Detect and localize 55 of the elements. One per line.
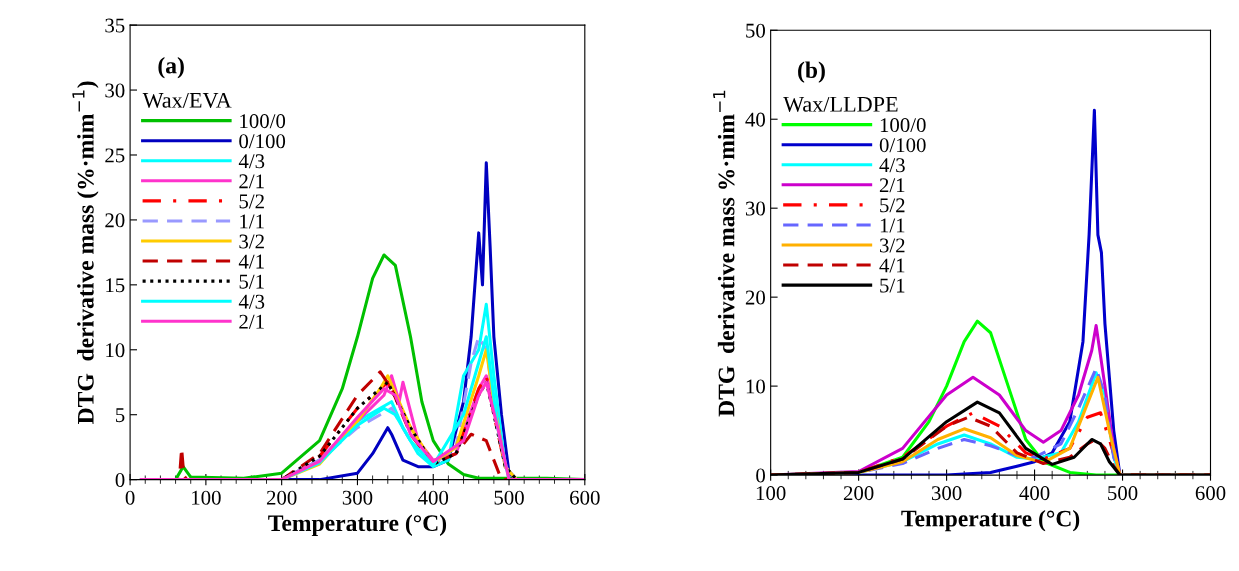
legend-title: Wax/EVA [142, 92, 232, 108]
legend-label: 4/3 [879, 158, 905, 173]
y-tick-label: 15 [106, 278, 125, 293]
x-tick-label: 200 [266, 490, 297, 505]
y-tick-label: 35 [105, 18, 125, 33]
legend-label: 1/1 [880, 218, 905, 233]
y-tick-label: 20 [105, 213, 125, 228]
x-axis-title: Temperature (°C) [268, 514, 447, 536]
legend-label: 3/2 [239, 234, 264, 249]
y-tick-label: 30 [105, 83, 125, 98]
legend-label: 0/100 [879, 138, 926, 153]
x-tick-label: 500 [1108, 486, 1138, 501]
y-tick-label: 40 [745, 112, 765, 127]
y-tick-label: 10 [106, 343, 125, 358]
legend-label: 4/1 [238, 254, 264, 269]
x-tick-label: 0 [125, 490, 135, 505]
legend-label: 1/1 [240, 214, 264, 229]
legend-label: 5/2 [880, 198, 905, 213]
legend-label: 4/3 [238, 294, 265, 309]
legend-label: 2/1 [879, 178, 905, 193]
y-tick-label: 25 [105, 148, 125, 163]
annotation: (a) [158, 56, 184, 79]
y-axis-title: DTG derivative mass %·mim$^{−1}$ [713, 90, 735, 417]
legend-label: 3/2 [879, 238, 905, 253]
legend-label: 100/0 [240, 114, 286, 129]
x-tick-label: 400 [418, 490, 449, 505]
legend-label: 4/3 [238, 154, 265, 169]
x-tick-label: 100 [756, 486, 786, 501]
legend-label: 2/1 [239, 314, 264, 329]
x-tick-label: 500 [494, 490, 524, 505]
y-tick-label: 0 [756, 468, 765, 483]
x-tick-label: 300 [342, 490, 373, 505]
x-axis-title: Temperature (°C) [901, 509, 1080, 532]
legend-label: 2/1 [239, 174, 264, 189]
legend-label: 4/1 [879, 258, 905, 273]
y-tick-label: 20 [745, 290, 765, 305]
y-tick-label: 0 [115, 473, 125, 488]
y-tick-label: 5 [116, 408, 125, 423]
y-tick-label: 10 [746, 379, 765, 394]
x-tick-label: 400 [1019, 486, 1050, 501]
legend-label: 5/1 [239, 274, 264, 289]
y-tick-label: 50 [746, 23, 765, 38]
x-tick-label: 200 [843, 486, 874, 501]
legend-title: Wax/LLDPE [783, 96, 898, 112]
x-tick-label: 600 [1195, 486, 1226, 501]
x-tick-label: 600 [570, 490, 600, 505]
legend-label: 0/100 [239, 134, 286, 149]
annotation: (b) [798, 61, 825, 83]
x-tick-label: 100 [192, 490, 221, 505]
legend-label: 5/2 [239, 194, 264, 209]
y-axis-title: DTG derivative mass (%·mim$^{−1}$) [72, 81, 99, 424]
x-tick-label: 300 [931, 486, 962, 501]
legend-label: 100/0 [880, 118, 926, 133]
y-tick-label: 30 [745, 201, 765, 216]
legend-label: 5/1 [880, 278, 905, 293]
